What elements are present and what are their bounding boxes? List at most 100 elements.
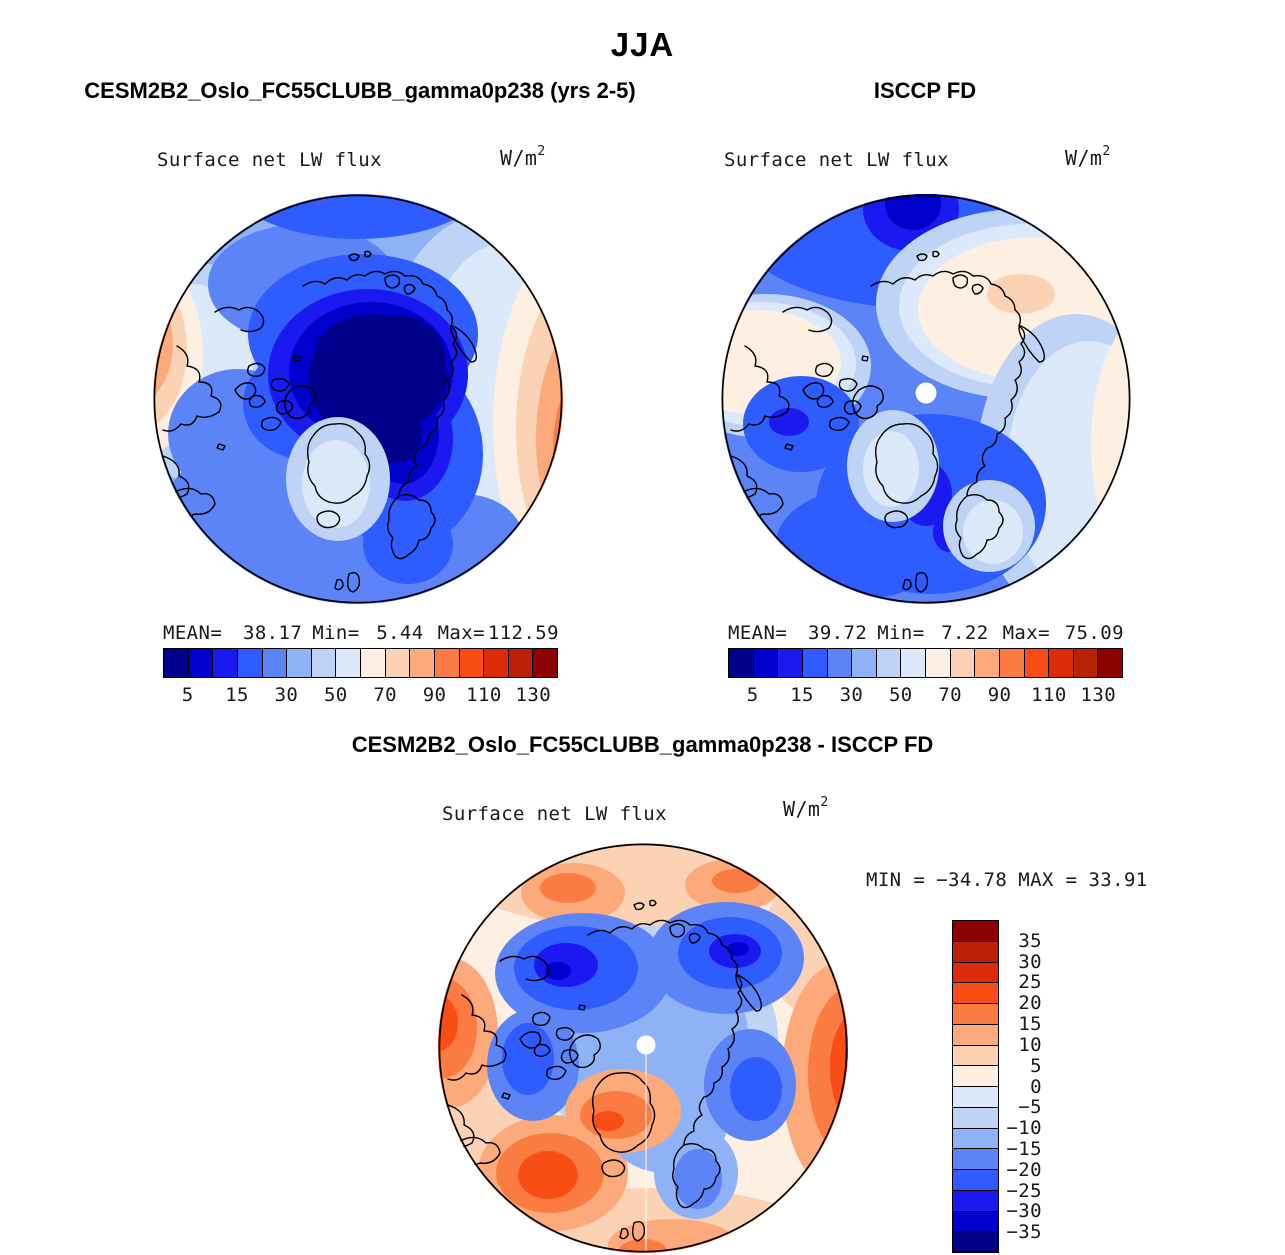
colorbar-tick-label: 90	[422, 684, 447, 706]
colorbar-tick-label: −15	[1006, 1137, 1042, 1160]
colorbar-tick-label: 20	[1018, 992, 1042, 1015]
colorbar-segment	[953, 1044, 998, 1066]
colorbar-segment	[1048, 649, 1073, 677]
pole-missing-data-dot	[915, 382, 937, 404]
colorbar-segment	[953, 1210, 998, 1232]
colorbar-tick-label: −10	[1006, 1117, 1042, 1140]
colorbar-segment	[875, 649, 901, 677]
colorbar-tick-label: 30	[839, 684, 864, 706]
colorbar-tick-label: 5	[746, 684, 759, 706]
map-rim	[153, 194, 563, 604]
obs-polar-map	[721, 194, 1131, 604]
season-title: JJA	[610, 26, 675, 63]
colorbar-tick-label: 15	[225, 684, 249, 706]
colorbar-segment	[187, 649, 213, 677]
colorbar-segment	[335, 649, 360, 677]
colorbar-tick-label: −25	[1006, 1179, 1042, 1202]
colorbar-segment	[261, 649, 287, 677]
colorbar-segment	[729, 649, 753, 677]
colorbar-tick-label: 30	[274, 684, 299, 706]
colorbar-tick-label: 110	[1031, 684, 1067, 706]
colorbar-segment	[851, 649, 876, 677]
obs-colorbar	[728, 648, 1123, 678]
colorbar-segment	[458, 649, 484, 677]
colorbar-segment	[953, 1106, 998, 1128]
diff-minmax-stats: MIN = −34.78 MAX = 33.91	[866, 869, 1148, 891]
colorbar-tick-label: 25	[1018, 971, 1042, 994]
colorbar-segment	[752, 649, 778, 677]
model-colorbar-ticks: 5 15 30 50 70 90 110 130	[163, 684, 558, 708]
colorbar-tick-label: 70	[373, 684, 398, 706]
coastlines	[160, 250, 478, 593]
colorbar-tick-label: 15	[790, 684, 814, 706]
colorbar-segment	[1023, 649, 1049, 677]
obs-stats: MEAN= 39.72 Min= 7.22 Max= 75.09	[728, 622, 1124, 644]
coastlines	[728, 250, 1046, 593]
diff-panel-title: CESM2B2_Oslo_FC55CLUBB_gamma0p238 - ISCC…	[351, 732, 934, 757]
colorbar-segment	[384, 649, 410, 677]
colorbar-segment	[953, 1086, 998, 1107]
colorbar-tick-label: −30	[1006, 1200, 1042, 1223]
colorbar-tick-label: 15	[1018, 1013, 1042, 1036]
colorbar-segment	[953, 921, 998, 941]
diff-field-label: Surface net LW flux	[442, 803, 667, 825]
colorbar-segment	[953, 1231, 998, 1252]
coastlines	[445, 899, 763, 1242]
colorbar-segment	[1097, 649, 1122, 677]
colorbar-tick-label: 50	[323, 684, 348, 706]
colorbar-tick-label: −35	[1006, 1221, 1042, 1244]
colorbar-segment	[953, 1065, 998, 1086]
colorbar-segment	[164, 649, 188, 677]
meridian-gap-line	[645, 1051, 647, 1253]
colorbar-segment	[953, 1169, 998, 1190]
colorbar-tick-label: 5	[181, 684, 194, 706]
colorbar-tick-label: 130	[515, 684, 552, 706]
colorbar-tick-label: 50	[888, 684, 913, 706]
obs-panel-title: ISCCP FD	[873, 78, 977, 103]
obs-units-label: W/m2	[1065, 144, 1111, 170]
colorbar-segment	[409, 649, 434, 677]
colorbar-tick-label: 70	[938, 684, 963, 706]
colorbar-segment	[1072, 649, 1098, 677]
diff-colorbar	[952, 920, 999, 1253]
colorbar-tick-label: 5	[1030, 1054, 1042, 1077]
colorbar-segment	[953, 961, 998, 983]
colorbar-segment	[949, 649, 975, 677]
colorbar-segment	[360, 649, 385, 677]
colorbar-tick-label: 90	[987, 684, 1012, 706]
model-panel-title: CESM2B2_Oslo_FC55CLUBB_gamma0p238 (yrs 2…	[84, 78, 636, 103]
map-rim	[438, 843, 848, 1253]
colorbar-segment	[953, 982, 998, 1003]
diff-units-label: W/m2	[783, 795, 829, 821]
colorbar-segment	[236, 649, 262, 677]
colorbar-tick-label: 10	[1018, 1033, 1042, 1056]
colorbar-segment	[532, 649, 557, 677]
obs-field-label: Surface net LW flux	[724, 149, 949, 171]
colorbar-segment	[953, 1003, 998, 1024]
colorbar-segment	[777, 649, 802, 677]
colorbar-segment	[974, 649, 999, 677]
diff-polar-map	[438, 843, 848, 1253]
model-units-label: W/m2	[500, 144, 546, 170]
model-map-svg	[153, 194, 563, 604]
colorbar-tick-label: 110	[466, 684, 502, 706]
colorbar-segment	[212, 649, 237, 677]
colorbar-tick-label: −5	[1018, 1096, 1042, 1119]
obs-map-svg	[721, 194, 1131, 604]
colorbar-segment	[925, 649, 950, 677]
model-polar-map	[153, 194, 563, 604]
colorbar-segment	[900, 649, 925, 677]
colorbar-tick-label: 35	[1018, 929, 1042, 952]
pole-missing-data-dot	[636, 1035, 656, 1055]
colorbar-segment	[953, 1023, 998, 1045]
model-stats: MEAN= 38.17 Min= 5.44 Max= 112.59	[163, 622, 559, 644]
model-colorbar	[163, 648, 558, 678]
colorbar-segment	[826, 649, 852, 677]
colorbar-segment	[801, 649, 827, 677]
colorbar-tick-label: 130	[1080, 684, 1117, 706]
colorbar-segment	[998, 649, 1024, 677]
map-rim	[721, 194, 1131, 604]
colorbar-segment	[310, 649, 336, 677]
colorbar-segment	[953, 940, 998, 962]
